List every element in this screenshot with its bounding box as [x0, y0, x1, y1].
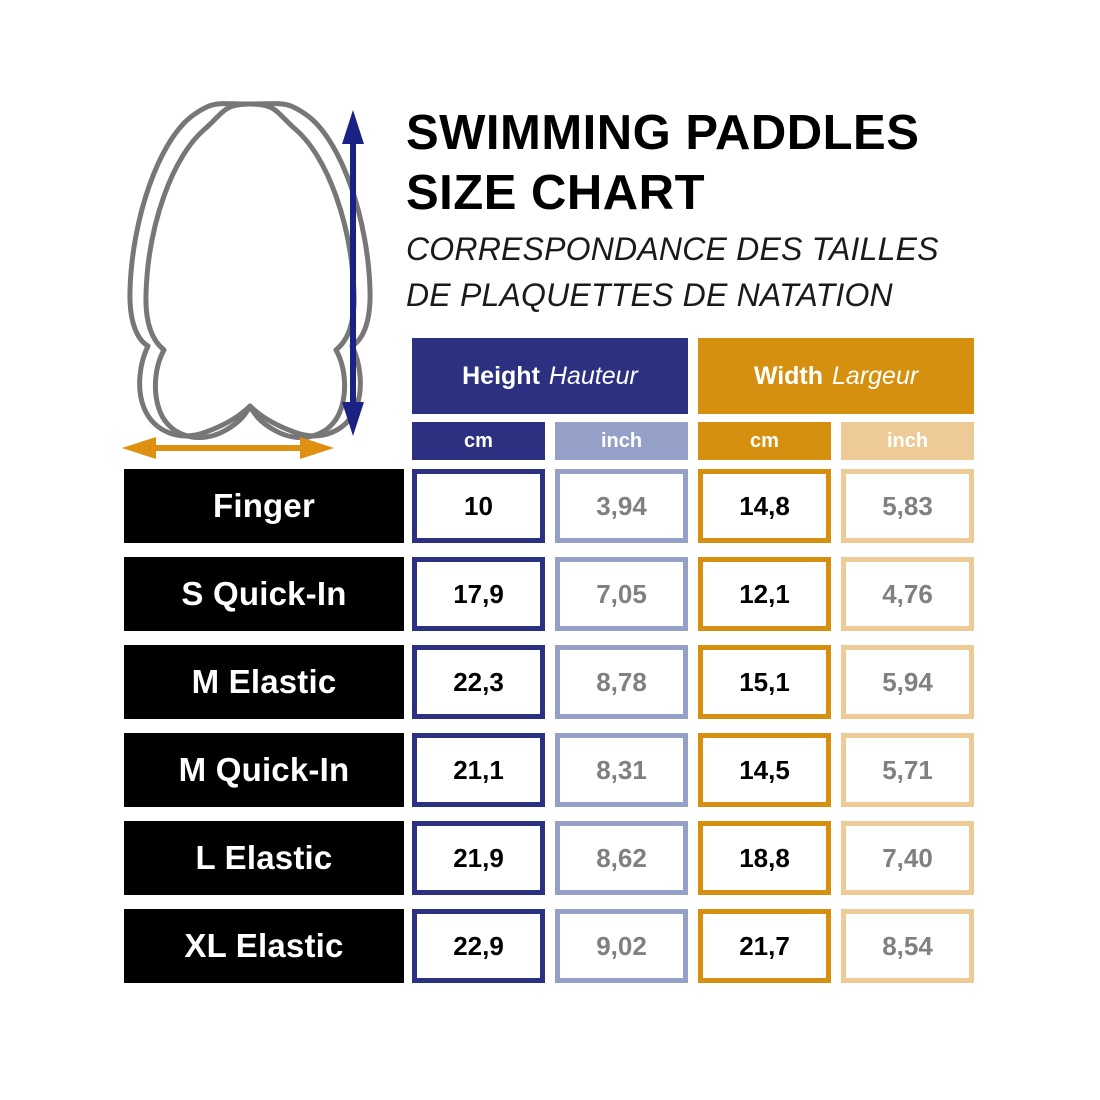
table-unit-header-row: cm inch cm inch [124, 422, 976, 460]
cell-m-quick-in-height-inch: 8,31 [555, 733, 688, 807]
spacer [688, 469, 698, 543]
cell-l-elastic-width-cm: 18,8 [698, 821, 831, 895]
page-subtitle-line2: DE PLAQUETTES DE NATATION [406, 276, 893, 313]
cell-m-quick-in-width-cm: 14,5 [698, 733, 831, 807]
spacer [545, 422, 555, 460]
cell-finger-height-inch: 3,94 [555, 469, 688, 543]
unit-header-height-inch: inch [555, 422, 688, 460]
row-label-finger: Finger [124, 469, 404, 543]
spacer [545, 469, 555, 543]
spacer [688, 733, 698, 807]
table-row: M Quick-In 21,1 8,31 14,5 5,71 [124, 733, 976, 807]
table-row: M Elastic 22,3 8,78 15,1 5,94 [124, 645, 976, 719]
cell-xl-elastic-width-cm: 21,7 [698, 909, 831, 983]
cell-m-elastic-width-cm: 15,1 [698, 645, 831, 719]
cell-m-elastic-height-cm: 22,3 [412, 645, 545, 719]
spacer [545, 557, 555, 631]
cell-m-elastic-width-inch: 5,94 [841, 645, 974, 719]
spacer [545, 645, 555, 719]
table-row: Finger 10 3,94 14,8 5,83 [124, 469, 976, 543]
cell-s-quick-in-height-cm: 17,9 [412, 557, 545, 631]
spacer [831, 645, 841, 719]
cell-s-quick-in-width-cm: 12,1 [698, 557, 831, 631]
spacer [404, 909, 412, 983]
cell-m-quick-in-height-cm: 21,1 [412, 733, 545, 807]
group-header-height-italic: Hauteur [548, 361, 638, 390]
spacer [831, 733, 841, 807]
spacer [688, 821, 698, 895]
cell-l-elastic-height-cm: 21,9 [412, 821, 545, 895]
title-block: SWIMMING PADDLES SIZE CHART CORRESPONDAN… [406, 104, 1006, 316]
size-chart-table: Height Hauteur Width Largeur cm inch cm … [124, 338, 976, 997]
unit-header-height-cm: cm [412, 422, 545, 460]
spacer [831, 422, 841, 460]
cell-m-quick-in-width-inch: 5,71 [841, 733, 974, 807]
cell-s-quick-in-width-inch: 4,76 [841, 557, 974, 631]
group-header-spacer [124, 338, 412, 414]
cell-finger-width-cm: 14,8 [698, 469, 831, 543]
cell-finger-height-cm: 10 [412, 469, 545, 543]
spacer [404, 733, 412, 807]
group-header-width: Width Largeur [698, 338, 974, 414]
group-header-height: Height Hauteur [412, 338, 688, 414]
cell-xl-elastic-height-cm: 22,9 [412, 909, 545, 983]
cell-xl-elastic-width-inch: 8,54 [841, 909, 974, 983]
cell-l-elastic-height-inch: 8,62 [555, 821, 688, 895]
spacer [404, 821, 412, 895]
row-label-m-quick-in: M Quick-In [124, 733, 404, 807]
spacer [404, 557, 412, 631]
spacer [831, 557, 841, 631]
spacer [404, 422, 412, 460]
table-group-header-row: Height Hauteur Width Largeur [124, 338, 976, 414]
spacer [545, 733, 555, 807]
spacer [688, 422, 698, 460]
cell-l-elastic-width-inch: 7,40 [841, 821, 974, 895]
spacer [545, 909, 555, 983]
spacer [404, 645, 412, 719]
vertical-double-arrow [342, 110, 364, 436]
spacer [831, 909, 841, 983]
spacer [688, 557, 698, 631]
group-header-height-bold: Height [462, 361, 540, 390]
cell-xl-elastic-height-inch: 9,02 [555, 909, 688, 983]
group-header-width-bold: Width [753, 361, 824, 390]
paddle-outline-shapes [127, 101, 373, 440]
unit-header-spacer [124, 422, 404, 460]
table-row: XL Elastic 22,9 9,02 21,7 8,54 [124, 909, 976, 983]
horizontal-double-arrow [122, 437, 334, 459]
spacer [831, 821, 841, 895]
row-label-m-elastic: M Elastic [124, 645, 404, 719]
cell-finger-width-inch: 5,83 [841, 469, 974, 543]
page-subtitle-line1: CORRESPONDANCE DES TAILLES [406, 230, 939, 267]
row-label-s-quick-in: S Quick-In [124, 557, 404, 631]
paddle-illustration [110, 100, 390, 480]
spacer [545, 821, 555, 895]
page-title-line2: SIZE CHART [406, 165, 705, 220]
spacer [404, 469, 412, 543]
spacer [688, 909, 698, 983]
row-label-l-elastic: L Elastic [124, 821, 404, 895]
spacer [688, 645, 698, 719]
table-row: S Quick-In 17,9 7,05 12,1 4,76 [124, 557, 976, 631]
table-row: L Elastic 21,9 8,62 18,8 7,40 [124, 821, 976, 895]
unit-header-width-inch: inch [841, 422, 974, 460]
unit-header-width-cm: cm [698, 422, 831, 460]
group-header-gap [688, 338, 698, 414]
row-label-xl-elastic: XL Elastic [124, 909, 404, 983]
cell-m-elastic-height-inch: 8,78 [555, 645, 688, 719]
spacer [831, 469, 841, 543]
page-title-line1: SWIMMING PADDLES [406, 106, 920, 160]
group-header-width-italic: Largeur [832, 361, 919, 390]
cell-s-quick-in-height-inch: 7,05 [555, 557, 688, 631]
